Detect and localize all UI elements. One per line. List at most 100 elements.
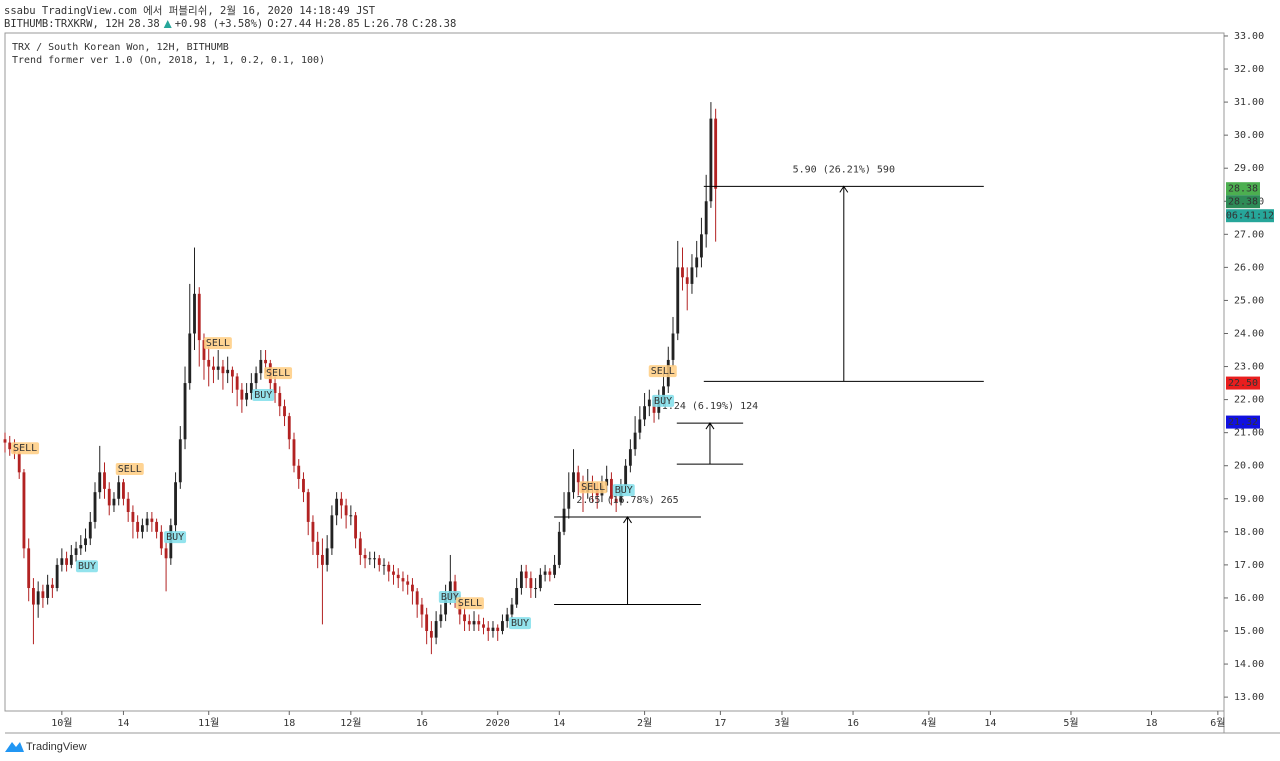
candle-body <box>538 574 542 589</box>
candle-body <box>273 383 277 393</box>
countdown-box <box>1226 209 1274 223</box>
price-tag <box>1226 376 1260 390</box>
candle-body <box>297 465 301 479</box>
candle-body <box>519 571 523 589</box>
y-tick-label: 33.00 <box>1234 31 1264 42</box>
candle-body <box>695 257 699 268</box>
candle-body <box>88 521 92 539</box>
x-tick-label: 18 <box>1145 718 1157 729</box>
signal-box <box>115 463 144 476</box>
measure-label: 1.24 (6.19%) 124 <box>662 401 758 412</box>
y-tick-label: 16.00 <box>1234 593 1264 604</box>
candle-body <box>140 525 144 532</box>
candle-body <box>117 482 121 499</box>
candle-body <box>647 399 651 407</box>
candle-body <box>164 548 168 559</box>
candle-body <box>534 588 538 590</box>
signal-label: SELL <box>266 368 290 379</box>
signal-label: SELL <box>651 366 675 377</box>
ohlc-label: C: <box>412 18 425 30</box>
y-tick-label: 14.00 <box>1234 659 1264 670</box>
candle-body <box>50 584 54 589</box>
candle-body <box>249 383 253 393</box>
candle-body <box>368 558 372 560</box>
candle-body <box>65 558 69 565</box>
candle-body <box>325 548 329 565</box>
candle-body <box>491 627 495 632</box>
footer-logo: TradingView <box>5 741 87 753</box>
candle-body <box>254 373 258 384</box>
candle-body <box>643 406 647 420</box>
signal-label: BUY <box>615 485 633 496</box>
candle-body <box>377 558 381 565</box>
candle-body <box>681 267 684 278</box>
signal-box <box>164 531 187 544</box>
ohlc-label: L: <box>364 18 377 30</box>
signal-label: BUY <box>78 561 96 572</box>
publisher: ssabu TradingView.com 에서 퍼블리쉬, 2월 16, 20… <box>4 5 376 17</box>
x-tick-label: 10월 <box>51 717 72 729</box>
candle-body <box>434 621 438 638</box>
y-tick-label: 27.00 <box>1234 229 1264 240</box>
indicator-name: Trend former ver 1.0 (On, 2018, 1, 1, 0.… <box>12 55 325 66</box>
candle-body <box>444 597 448 615</box>
chart-title: TRX / South Korean Won, 12H, BITHUMB <box>12 42 229 53</box>
logo-icon <box>5 742 24 752</box>
x-tick-label: 6월 <box>1210 717 1225 729</box>
candle-body <box>638 419 642 433</box>
candle-body <box>226 369 230 374</box>
candle-body <box>676 267 680 334</box>
arrow-head <box>839 185 849 193</box>
y-tick-label: 19.00 <box>1234 494 1264 505</box>
candle-body <box>74 548 78 555</box>
candle-body <box>335 498 339 516</box>
ohlc-value: 26.78 <box>376 18 408 30</box>
y-tick-label: 24.00 <box>1234 328 1264 339</box>
candle-body <box>122 482 125 499</box>
candle-body <box>103 472 106 489</box>
x-tick-label: 5월 <box>1063 717 1078 729</box>
candle-body <box>505 614 509 622</box>
candle-body <box>628 449 632 466</box>
x-tick-label: 18 <box>283 718 295 729</box>
y-tick-label: 29.00 <box>1234 163 1264 174</box>
signal-label: BUY <box>441 592 459 603</box>
y-tick-label: 31.00 <box>1234 97 1264 108</box>
price-tag <box>1226 182 1260 196</box>
candle-body <box>714 118 718 189</box>
candle-body <box>700 234 703 258</box>
candle-body <box>302 478 305 493</box>
candle-body <box>22 472 26 549</box>
y-tick-label: 30.00 <box>1234 130 1264 141</box>
x-tick-label: 14 <box>553 718 565 729</box>
candle-body <box>467 621 471 625</box>
candle-body <box>709 118 713 202</box>
candle-body <box>107 488 111 506</box>
candle-body <box>60 558 64 565</box>
candle-body <box>311 521 315 542</box>
y-tick-label: 13.00 <box>1234 692 1264 703</box>
candle-body <box>576 472 580 483</box>
candle-body <box>264 359 267 364</box>
candle-body <box>178 439 182 483</box>
candle-body <box>240 389 244 400</box>
y-tick-label: 26.00 <box>1234 262 1264 273</box>
candle-body <box>202 340 206 360</box>
candle-body <box>685 277 689 284</box>
brand: TradingView <box>26 741 87 753</box>
ohlc-label: H: <box>316 18 329 30</box>
candle-body <box>557 531 561 565</box>
candle-body <box>572 472 575 493</box>
candle-body <box>3 439 7 443</box>
arrow-head <box>705 422 715 430</box>
candle-body <box>477 621 481 625</box>
ohlc-value: 27.44 <box>280 18 312 30</box>
y-tick-label: 17.00 <box>1234 560 1264 571</box>
ohlc-label: O: <box>267 18 280 30</box>
candle-body <box>197 293 201 341</box>
up-arrow <box>163 20 172 28</box>
candle-body <box>553 564 556 575</box>
signal-box <box>648 365 677 378</box>
candle-body <box>354 515 358 539</box>
x-tick-label: 16 <box>416 718 428 729</box>
